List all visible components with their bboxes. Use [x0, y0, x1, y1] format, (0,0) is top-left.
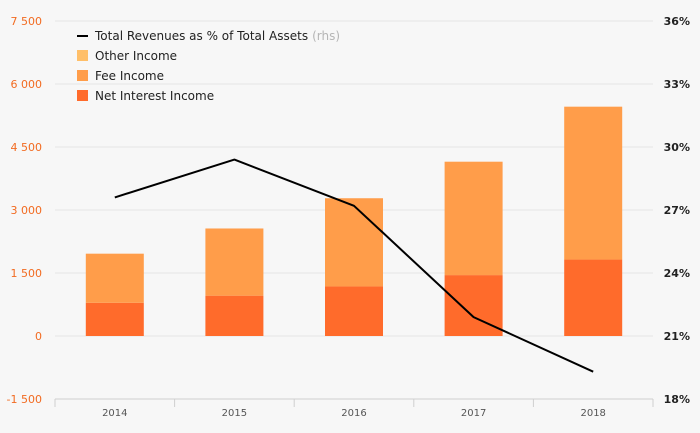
y-left-tick-label: 6 000 [11, 78, 43, 91]
legend-color-swatch [77, 50, 88, 61]
y-right-tick-label: 33% [664, 78, 690, 91]
y-left-tick-label: 7 500 [11, 15, 43, 28]
legend-suffix: (rhs) [312, 29, 340, 43]
bar-net-interest-income [325, 286, 383, 336]
y-left-tick-label: 1 500 [11, 267, 43, 280]
legend-label: Other Income [95, 49, 177, 63]
y-right-tick-label: 36% [664, 15, 690, 28]
y-right-tick-label: 18% [664, 393, 690, 406]
legend: Total Revenues as % of Total Assets (rhs)… [77, 29, 340, 103]
y-left-tick-label: 4 500 [11, 141, 43, 154]
bars-layer [85, 106, 623, 336]
legend-label: Net Interest Income [95, 89, 214, 103]
revenue-ratio-line [114, 158, 594, 373]
bar-fee-income [444, 161, 503, 276]
x-tick-label: 2018 [580, 408, 605, 419]
y-left-tick-label: -1 500 [7, 393, 42, 406]
y-right-tick-label: 30% [664, 141, 690, 154]
y-right-tick-label: 21% [664, 330, 690, 343]
line-layer [114, 158, 594, 373]
axes-layer: -1 500 0 1 500 3 000 4 500 6 000 7 500 18% 21% 24… [7, 15, 690, 419]
bar-fee-income [85, 253, 144, 303]
bar-net-interest-income [205, 295, 264, 336]
x-tick-label: 2017 [461, 408, 486, 419]
bar-net-interest-income [564, 259, 623, 336]
legend-label: Fee Income [95, 69, 164, 83]
y-right-tick-label: 24% [664, 267, 690, 280]
legend-label-text: Fee Income [95, 69, 164, 83]
x-tick-label: 2015 [222, 408, 247, 419]
y-left-tick-label: 3 000 [11, 204, 43, 217]
legend-label-text: Total Revenues as % of Total Assets [94, 29, 308, 43]
bar-fee-income [564, 106, 623, 260]
x-tick-label: 2014 [102, 408, 127, 419]
bar-net-interest-income [85, 302, 144, 336]
legend-label: Total Revenues as % of Total Assets (rhs) [94, 29, 340, 43]
legend-color-swatch [77, 70, 88, 81]
legend-label-text: Net Interest Income [95, 89, 214, 103]
bar-fee-income [325, 198, 383, 287]
y-left-tick-label: 0 [35, 330, 42, 343]
x-tick-label: 2016 [341, 408, 366, 419]
legend-label-text: Other Income [95, 49, 177, 63]
legend-color-swatch [77, 90, 88, 101]
y-right-tick-label: 27% [664, 204, 690, 217]
bar-fee-income [205, 228, 264, 296]
